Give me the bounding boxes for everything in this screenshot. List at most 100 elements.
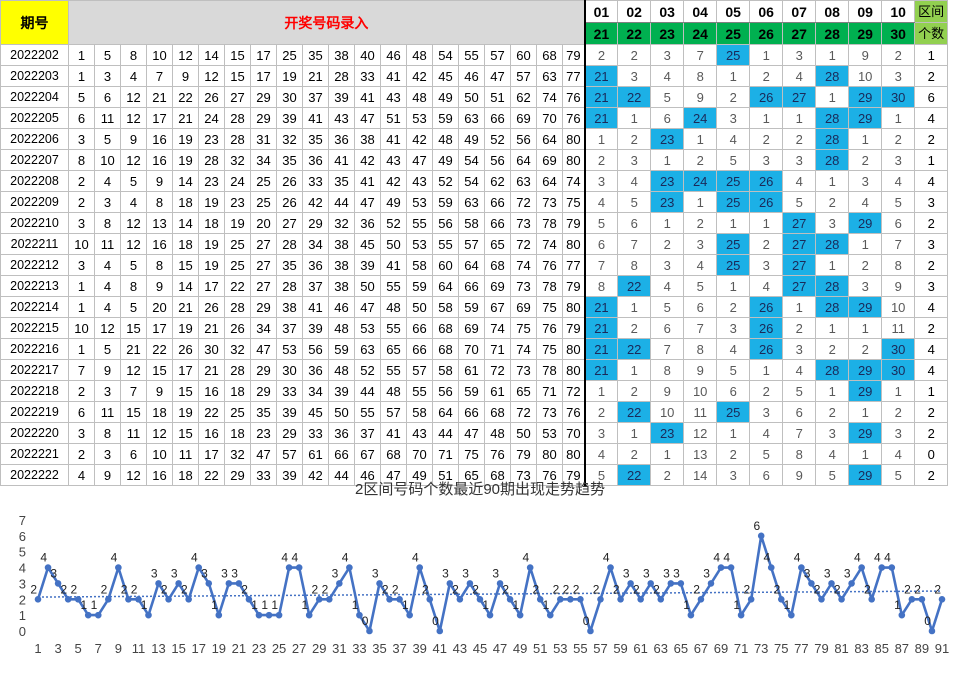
drawn-number-cell: 73 <box>536 191 563 213</box>
zone-gap-cell: 1 <box>815 44 850 66</box>
data-label: 4 <box>884 551 891 565</box>
data-point <box>285 564 293 571</box>
drawn-number-cell: 57 <box>510 65 537 87</box>
drawn-number-cell: 73 <box>510 359 537 381</box>
zone-number-bottom: 28 <box>815 22 850 45</box>
drawn-number-cell: 53 <box>536 422 563 444</box>
drawn-number-cell: 55 <box>406 380 433 402</box>
zone-count-cell: 3 <box>914 191 949 213</box>
data-point <box>336 580 343 587</box>
zone-gap-cell: 3 <box>650 254 685 276</box>
drawn-number-cell: 27 <box>250 233 277 255</box>
zone-gap-cell: 10 <box>683 380 718 402</box>
y-tick-label: 2 <box>19 592 26 607</box>
zone-count-cell: 2 <box>914 254 949 276</box>
data-point <box>325 595 333 603</box>
x-tick-label: 23 <box>252 641 266 656</box>
drawn-number-cell: 37 <box>276 317 303 339</box>
zone-hit-cell: 23 <box>650 422 685 444</box>
zone-hit-cell: 29 <box>848 212 883 234</box>
data-label: 2 <box>322 582 329 596</box>
drawn-number-cell: 66 <box>484 212 511 234</box>
data-point <box>466 580 474 587</box>
zone-hit-cell: 27 <box>782 275 817 297</box>
x-tick-label: 27 <box>292 641 306 656</box>
drawn-number-cell: 21 <box>198 359 225 381</box>
data-point <box>496 580 504 587</box>
drawn-number-cell: 49 <box>432 86 459 108</box>
zone-gap-cell: 13 <box>683 443 718 465</box>
data-point <box>235 580 243 587</box>
zone-count-cell: 4 <box>914 170 949 192</box>
data-label: 3 <box>151 566 158 580</box>
drawn-number-cell: 9 <box>146 275 173 297</box>
zone-gap-cell: 1 <box>617 107 652 129</box>
data-label: 1 <box>261 598 268 612</box>
zone-number-bottom: 29 <box>848 22 883 45</box>
zone-hit-cell: 28 <box>815 107 850 129</box>
data-label: 2 <box>382 582 389 596</box>
data-label: 2 <box>101 582 108 596</box>
drawn-number-cell: 75 <box>458 443 485 465</box>
drawn-number-cell: 15 <box>172 380 199 402</box>
drawn-number-cell: 52 <box>380 212 407 234</box>
x-tick-label: 37 <box>392 641 406 656</box>
data-point <box>376 580 383 587</box>
drawn-number-cell: 42 <box>406 128 433 150</box>
drawn-number-cell: 3 <box>94 191 121 213</box>
drawn-number-cell: 26 <box>276 191 303 213</box>
period-cell: 2022209 <box>0 191 69 213</box>
zone-gap-cell: 1 <box>815 86 850 108</box>
data-label: 4 <box>281 551 288 565</box>
drawn-number-cell: 21 <box>120 338 147 360</box>
table-row: 2022215 10 12 15 17 19 21 26 34 37 39 48 53 55 66 68 69 7… <box>0 317 949 339</box>
data-label: 1 <box>91 598 98 612</box>
data-label: 1 <box>251 598 258 612</box>
data-point <box>838 595 845 603</box>
drawn-number-cell: 59 <box>328 338 355 360</box>
drawn-number-cell: 46 <box>458 65 485 87</box>
drawn-number-cell: 59 <box>432 191 459 213</box>
table-row: 2022211 10 11 12 16 18 19 25 27 28 34 38 45 50 53 55 57 6… <box>0 233 949 255</box>
x-tick-label: 43 <box>453 641 467 656</box>
drawn-number-cell: 53 <box>406 107 433 129</box>
data-label: 1 <box>894 598 901 612</box>
data-point <box>155 580 162 587</box>
x-tick-label: 47 <box>493 641 507 656</box>
drawn-number-cell: 49 <box>380 191 407 213</box>
drawn-number-cell: 32 <box>224 338 251 360</box>
data-point <box>346 564 353 571</box>
drawn-number-cell: 68 <box>432 338 459 360</box>
drawn-number-cell: 41 <box>380 254 407 276</box>
data-label: 2 <box>743 582 750 596</box>
drawn-number-cell: 64 <box>536 128 563 150</box>
data-label: 1 <box>482 598 489 612</box>
zone-gap-cell: 1 <box>716 212 751 234</box>
drawn-number-cell: 68 <box>484 254 511 276</box>
data-label: 2 <box>422 582 429 596</box>
drawn-number-cell: 72 <box>561 380 586 402</box>
zone-hit-cell: 28 <box>815 359 850 381</box>
zone-gap-cell: 5 <box>650 86 685 108</box>
zone-gap-cell: 4 <box>782 359 817 381</box>
drawn-number-cell: 18 <box>172 464 199 486</box>
drawn-number-cell: 10 <box>68 317 95 339</box>
drawn-number-cell: 80 <box>536 443 563 465</box>
drawn-number-cell: 71 <box>536 380 563 402</box>
drawn-number-cell: 68 <box>484 401 511 423</box>
data-label: 2 <box>161 582 168 596</box>
drawn-number-cell: 17 <box>250 44 277 66</box>
data-point <box>677 580 685 587</box>
data-point <box>245 595 253 603</box>
drawn-number-cell: 1 <box>68 338 95 360</box>
data-label: 3 <box>231 566 238 580</box>
data-label: 3 <box>332 566 339 580</box>
trend-line <box>37 590 943 598</box>
zone-gap-cell: 1 <box>650 212 685 234</box>
zone-gap-cell: 3 <box>782 44 817 66</box>
zone-gap-cell: 1 <box>881 107 916 129</box>
period-cell: 2022213 <box>0 275 69 297</box>
drawn-number-cell: 26 <box>198 296 225 318</box>
drawn-number-cell: 66 <box>406 317 433 339</box>
drawn-number-cell: 43 <box>406 422 433 444</box>
